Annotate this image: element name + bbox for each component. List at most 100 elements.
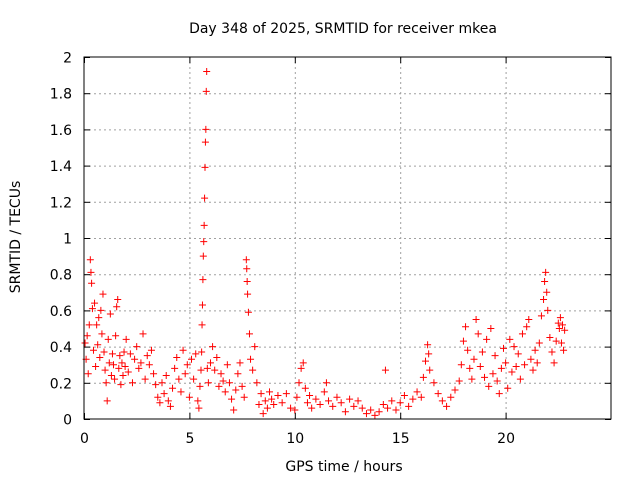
data-point bbox=[89, 346, 97, 354]
data-point bbox=[147, 346, 155, 354]
data-point bbox=[240, 393, 248, 401]
data-point bbox=[198, 301, 206, 309]
data-point bbox=[121, 363, 129, 371]
data-point bbox=[162, 372, 170, 380]
data-point bbox=[169, 384, 177, 392]
data-point bbox=[244, 308, 252, 316]
data-point bbox=[133, 343, 141, 351]
data-point bbox=[425, 350, 433, 358]
data-point bbox=[198, 321, 206, 329]
data-point bbox=[543, 288, 551, 296]
data-point bbox=[535, 339, 543, 347]
data-point bbox=[537, 312, 545, 320]
data-point bbox=[206, 359, 214, 367]
data-point bbox=[166, 402, 174, 410]
data-point bbox=[270, 401, 278, 409]
data-points bbox=[81, 67, 569, 419]
data-point bbox=[552, 337, 560, 345]
data-point bbox=[554, 319, 562, 327]
data-point bbox=[523, 323, 531, 331]
data-point bbox=[312, 395, 320, 403]
data-point bbox=[297, 364, 305, 372]
data-point bbox=[261, 397, 269, 405]
data-point bbox=[99, 290, 107, 298]
data-point bbox=[91, 299, 99, 307]
x-tick-label: 10 bbox=[286, 431, 304, 447]
data-point bbox=[219, 377, 227, 385]
data-point bbox=[550, 359, 558, 367]
data-point bbox=[94, 341, 102, 349]
data-point bbox=[120, 348, 128, 356]
data-point bbox=[116, 352, 124, 360]
data-point bbox=[152, 381, 160, 389]
data-point bbox=[95, 314, 103, 322]
data-point bbox=[236, 359, 244, 367]
data-point bbox=[495, 390, 503, 398]
data-point bbox=[379, 401, 387, 409]
data-point bbox=[329, 402, 337, 410]
data-point bbox=[556, 314, 564, 322]
data-point bbox=[559, 321, 567, 329]
data-point bbox=[409, 395, 417, 403]
data-point bbox=[447, 393, 455, 401]
data-point bbox=[251, 343, 259, 351]
data-point bbox=[544, 306, 552, 314]
data-point bbox=[232, 386, 240, 394]
data-point bbox=[112, 332, 120, 340]
data-point bbox=[555, 325, 563, 332]
data-point bbox=[242, 256, 250, 264]
data-point bbox=[196, 382, 204, 390]
data-point bbox=[179, 346, 187, 354]
data-point bbox=[86, 256, 94, 264]
data-point bbox=[293, 393, 301, 401]
data-point bbox=[487, 325, 495, 332]
data-point bbox=[306, 391, 314, 399]
data-point bbox=[200, 238, 208, 246]
data-point bbox=[421, 357, 429, 365]
data-point bbox=[341, 408, 349, 416]
data-point bbox=[217, 370, 225, 378]
data-point bbox=[274, 391, 282, 399]
data-point bbox=[234, 370, 242, 378]
y-tick-label: 1.6 bbox=[50, 123, 72, 139]
data-point bbox=[97, 306, 105, 314]
data-point bbox=[478, 348, 486, 356]
data-point bbox=[253, 379, 261, 387]
data-point bbox=[561, 326, 569, 334]
data-point bbox=[117, 381, 125, 389]
data-point bbox=[175, 375, 183, 383]
data-point bbox=[491, 352, 499, 360]
x-tick-label: 0 bbox=[80, 431, 89, 447]
data-point bbox=[118, 359, 126, 367]
data-point bbox=[502, 359, 510, 367]
data-point bbox=[101, 366, 109, 374]
data-point bbox=[215, 382, 223, 390]
data-point bbox=[546, 334, 554, 342]
data-point bbox=[122, 335, 130, 343]
data-point bbox=[247, 355, 255, 363]
y-tick-label: 2 bbox=[63, 51, 72, 67]
data-point bbox=[115, 364, 123, 372]
data-point bbox=[223, 361, 231, 369]
data-point bbox=[201, 163, 209, 171]
data-point bbox=[93, 321, 101, 329]
data-point bbox=[171, 364, 179, 372]
data-point bbox=[424, 341, 432, 349]
data-point bbox=[308, 404, 316, 412]
data-point bbox=[426, 366, 434, 374]
data-point bbox=[521, 361, 529, 369]
data-point bbox=[243, 277, 251, 285]
data-point bbox=[325, 397, 333, 405]
data-point bbox=[464, 346, 472, 354]
data-point bbox=[249, 366, 257, 374]
data-point bbox=[100, 348, 108, 356]
data-point bbox=[499, 344, 507, 352]
data-point bbox=[474, 330, 482, 338]
data-point bbox=[244, 290, 252, 298]
data-point bbox=[542, 268, 550, 276]
data-point bbox=[137, 359, 145, 367]
data-point bbox=[455, 377, 463, 385]
x-tick-label: 20 bbox=[497, 431, 515, 447]
data-point bbox=[303, 399, 311, 407]
y-tick-label: 1 bbox=[63, 232, 72, 248]
